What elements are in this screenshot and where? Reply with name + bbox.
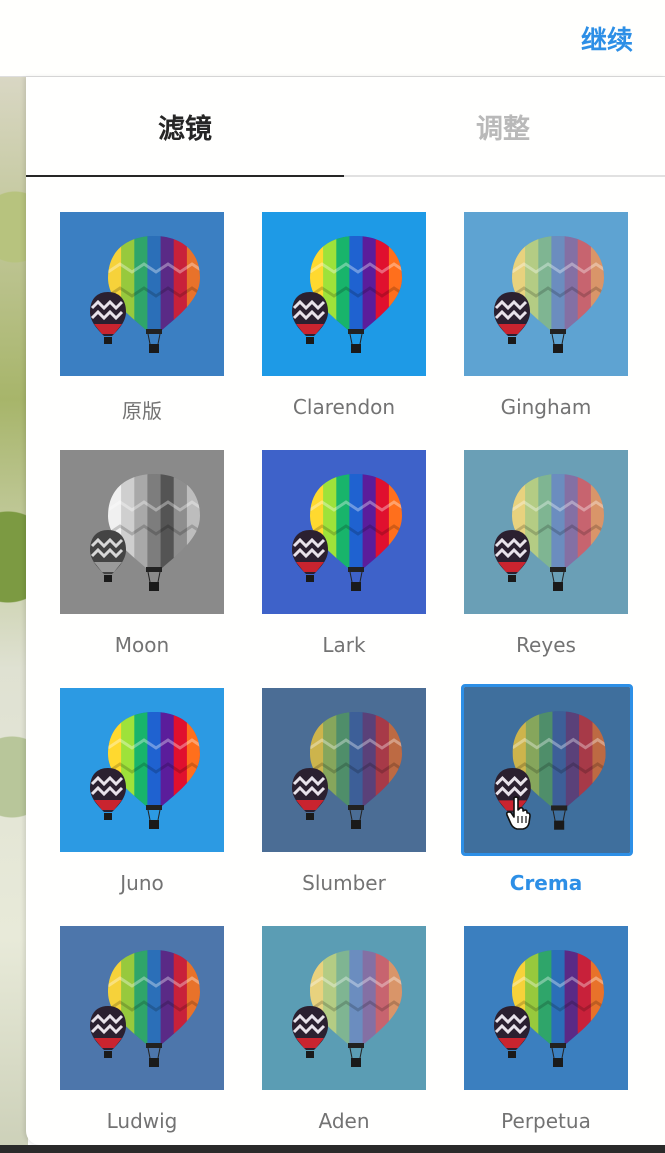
continue-button[interactable]: 继续 xyxy=(580,26,633,56)
filter-panel: 滤镜 调整 原版 xyxy=(26,77,665,1145)
hand-pointer-icon xyxy=(505,796,531,830)
filter-label: Clarendon xyxy=(292,395,396,419)
filter-option-moon[interactable]: Moon xyxy=(57,415,227,657)
filter-thumbnail xyxy=(262,450,426,614)
filter-label: Reyes xyxy=(516,633,576,657)
filter-option-clarendon[interactable]: Clarendon xyxy=(259,177,429,419)
filter-thumbnail xyxy=(262,688,426,852)
window-bottom-edge xyxy=(0,1145,665,1153)
filter-thumbnail xyxy=(262,212,426,376)
filter-option-aden[interactable]: Aden xyxy=(259,891,429,1133)
filter-label: Slumber xyxy=(302,871,386,895)
top-bar: 继续 xyxy=(0,0,665,77)
filter-option-juno[interactable]: Juno xyxy=(57,653,227,895)
filter-label: Moon xyxy=(114,633,170,657)
filter-thumbnail xyxy=(464,450,628,614)
filter-option-perpetua[interactable]: Perpetua xyxy=(461,891,631,1133)
filter-thumbnail xyxy=(60,926,224,1090)
filter-thumbnail xyxy=(60,212,224,376)
tab-filters[interactable]: 滤镜 xyxy=(26,77,344,177)
filter-thumbnail xyxy=(262,926,426,1090)
filter-label: Lark xyxy=(322,633,366,657)
filter-label: Juno xyxy=(120,871,164,895)
filter-thumbnail xyxy=(60,688,224,852)
tab-adjust[interactable]: 调整 xyxy=(476,113,530,145)
filter-label: Perpetua xyxy=(501,1109,591,1133)
background-photo xyxy=(0,77,28,1153)
filter-label: 原版 xyxy=(122,399,162,423)
filter-thumbnail xyxy=(464,926,628,1090)
filter-thumbnail xyxy=(461,684,633,856)
filter-option-original[interactable]: 原版 xyxy=(57,177,227,423)
tab-bar: 滤镜 调整 xyxy=(26,77,665,177)
filter-label: Aden xyxy=(318,1109,370,1133)
filter-thumbnail xyxy=(60,450,224,614)
filter-option-reyes[interactable]: Reyes xyxy=(461,415,631,657)
filter-thumbnail xyxy=(464,212,628,376)
filter-option-lark[interactable]: Lark xyxy=(259,415,429,657)
filter-option-slumber[interactable]: Slumber xyxy=(259,653,429,895)
filter-label: Gingham xyxy=(500,395,592,419)
filter-label: Ludwig xyxy=(106,1109,178,1133)
filter-option-gingham[interactable]: Gingham xyxy=(461,177,631,419)
filter-option-crema[interactable]: Crema xyxy=(461,653,633,895)
filter-option-ludwig[interactable]: Ludwig xyxy=(57,891,227,1133)
filter-label: Crema xyxy=(509,871,583,895)
